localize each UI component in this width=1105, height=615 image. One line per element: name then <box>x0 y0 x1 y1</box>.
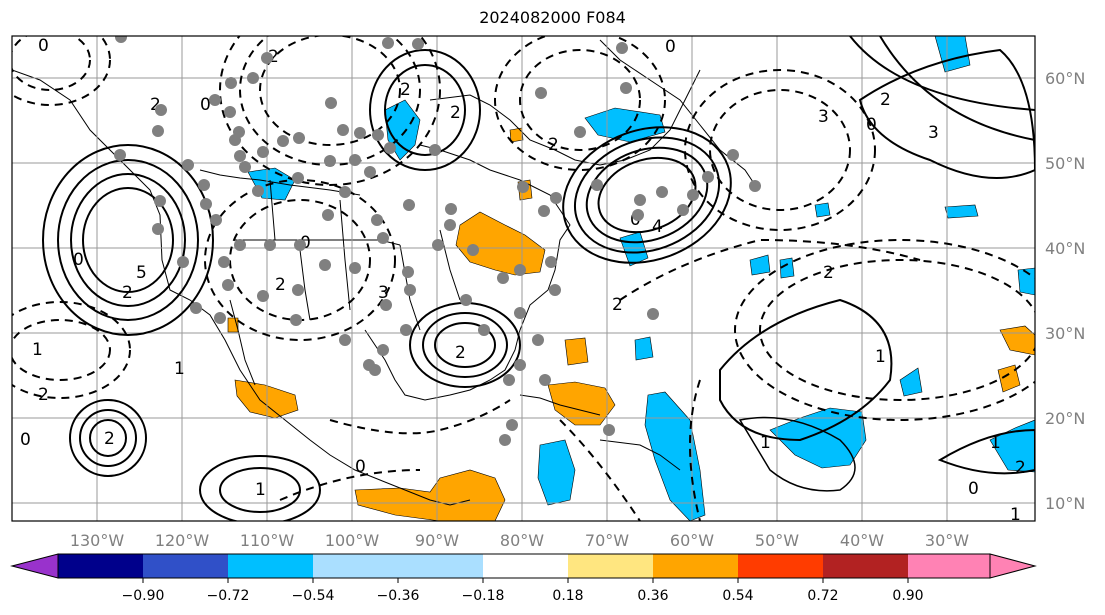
colorbar-outline <box>57 553 991 579</box>
colorbar-segment <box>398 554 483 578</box>
contour-labels: 0 2 0 2 2 2 2 0 2 0 3 0 5 2 0 2 3 2 1 2 … <box>20 36 1026 525</box>
contour-label: 1 <box>255 480 266 500</box>
contour-label: 0 <box>968 479 979 499</box>
lat-label: 50°N <box>1045 154 1085 173</box>
colorbar-tick-label: 0.18 <box>552 588 583 604</box>
lon-label: 100°W <box>325 531 380 550</box>
latitude-axis: 60°N 50°N 40°N 30°N 20°N 10°N <box>1045 69 1085 513</box>
colorbar-segment <box>143 554 228 578</box>
dashed-contours <box>12 36 1035 521</box>
solid-contours <box>42 36 1035 521</box>
colorbar-segment <box>483 554 568 578</box>
contour-label: 0 <box>20 430 31 450</box>
lon-label: 40°W <box>840 531 884 550</box>
colorbar-extend-min <box>10 553 59 579</box>
lon-label: 70°W <box>585 531 629 550</box>
lon-label: 50°W <box>755 531 799 550</box>
contour-label: 2 <box>455 343 466 363</box>
contour-label: 1 <box>875 347 886 367</box>
lat-label: 60°N <box>1045 69 1085 88</box>
lon-label: 60°W <box>670 531 714 550</box>
contour-label: 2 <box>104 429 115 449</box>
contour-label: 2 <box>275 275 286 295</box>
lat-label: 30°N <box>1045 324 1085 343</box>
colorbar-extend-max <box>989 553 1037 579</box>
colorbar-segment <box>823 554 908 578</box>
colorbar-tick-label: −0.90 <box>122 588 165 604</box>
colorbar-segment <box>58 554 143 578</box>
contour-label: 3 <box>818 107 829 127</box>
colorbar-tick-label: −0.72 <box>207 588 250 604</box>
contour-label: 1 <box>990 433 1001 453</box>
longitude-axis: 130°W 120°W 110°W 100°W 90°W 80°W 70°W 6… <box>70 531 969 550</box>
lon-label: 80°W <box>500 531 544 550</box>
colorbar-segment <box>568 554 653 578</box>
negative-shading <box>247 36 1035 521</box>
contour-label: 0 <box>355 457 366 477</box>
lon-label: 90°W <box>415 531 459 550</box>
lon-label: 120°W <box>155 531 210 550</box>
lon-label: 110°W <box>240 531 295 550</box>
colorbar-tick-label: −0.36 <box>377 588 420 604</box>
contour-label: 2 <box>122 283 133 303</box>
contour-label: 2 <box>268 47 279 67</box>
contour-label: 5 <box>136 263 147 283</box>
colorbar-tick-label: 0.54 <box>722 588 753 604</box>
station-markers <box>114 36 761 446</box>
contour-label: 3 <box>928 123 939 143</box>
colorbar-tick-label: −0.18 <box>462 588 505 604</box>
contour-label: 2 <box>880 90 891 110</box>
colorbar-segment <box>908 554 990 578</box>
colorbar-segment <box>228 554 313 578</box>
contour-label: 0 <box>200 95 211 115</box>
lat-label: 40°N <box>1045 239 1085 258</box>
contour-label: 0 <box>866 115 877 135</box>
contour-label: 1 <box>174 359 185 379</box>
map-title: 2024082000 F084 <box>479 8 626 27</box>
contour-label: 0 <box>73 250 84 270</box>
contour-label: 2 <box>548 135 559 155</box>
colorbar-segment <box>653 554 738 578</box>
contour-label: 2 <box>150 95 161 115</box>
contour-label: 0 <box>665 37 676 57</box>
map-frame <box>11 35 1036 522</box>
colorbar-tick-label: 0.90 <box>892 588 923 604</box>
coastlines <box>12 39 756 506</box>
lon-label: 130°W <box>70 531 125 550</box>
contour-label: 0 <box>38 36 49 56</box>
contour-label: 2 <box>612 295 623 315</box>
colorbar: −0.90 −0.72 −0.54 −0.36 −0.18 0.18 0.36 … <box>10 553 1037 604</box>
lon-label: 30°W <box>925 531 969 550</box>
contour-label: 1 <box>760 433 771 453</box>
contour-label: 2 <box>450 103 461 123</box>
contour-label: 4 <box>652 217 663 237</box>
contour-label: 1 <box>1010 505 1021 525</box>
contour-label: 2 <box>400 80 411 100</box>
colorbar-tick-label: 0.36 <box>637 588 668 604</box>
contour-label: 2 <box>38 385 49 405</box>
contour-label: 3 <box>378 283 389 303</box>
lat-label: 20°N <box>1045 409 1085 428</box>
colorbar-segment <box>738 554 823 578</box>
contour-label: 2 <box>823 263 834 283</box>
contour-label: 2 <box>1015 458 1026 478</box>
colorbar-tick-label: 0.72 <box>807 588 838 604</box>
lat-label: 10°N <box>1045 494 1085 513</box>
colorbar-tick-label: −0.54 <box>292 588 335 604</box>
contour-label: 1 <box>32 340 43 360</box>
colorbar-segment <box>313 554 398 578</box>
weak-contour <box>738 416 856 492</box>
